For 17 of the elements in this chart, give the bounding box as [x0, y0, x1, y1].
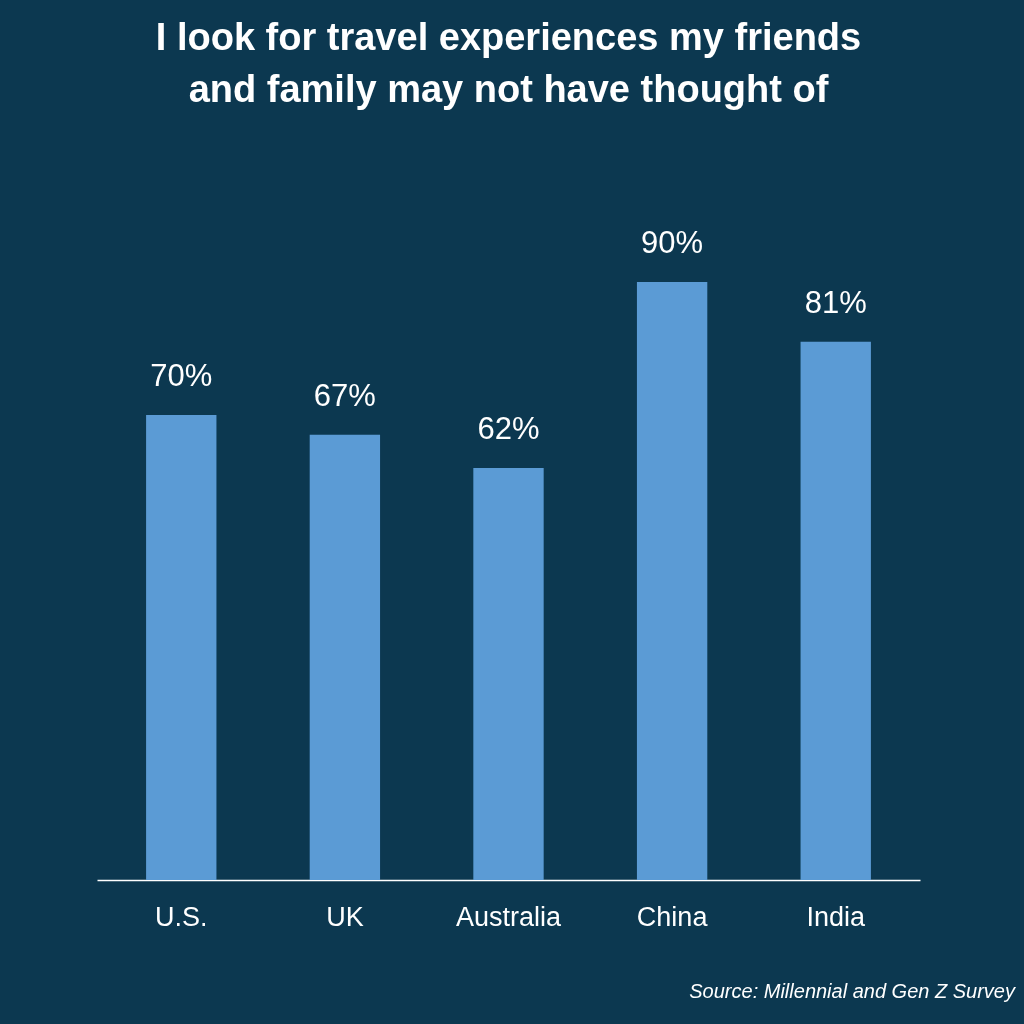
data-label: 67% [313, 377, 376, 413]
data-label: 81% [804, 284, 867, 320]
data-label: 62% [477, 411, 540, 447]
data-label: 70% [150, 357, 213, 393]
data-label: 90% [641, 225, 704, 260]
x-tick-label: India [806, 901, 866, 932]
x-tick-label: UK [326, 901, 364, 932]
x-tick-label: China [636, 901, 709, 932]
bar [636, 282, 708, 880]
bar [309, 434, 381, 880]
chart-title: I look for travel experiences my friends and family may not have thought of [155, 16, 862, 110]
bar [800, 341, 871, 880]
bar [146, 414, 217, 880]
x-tick-label: Australia [455, 901, 563, 932]
source-note: Source: Millennial and Gen Z Survey [689, 980, 1016, 1002]
x-tick-label: U.S. [155, 901, 208, 932]
bar [473, 468, 544, 880]
